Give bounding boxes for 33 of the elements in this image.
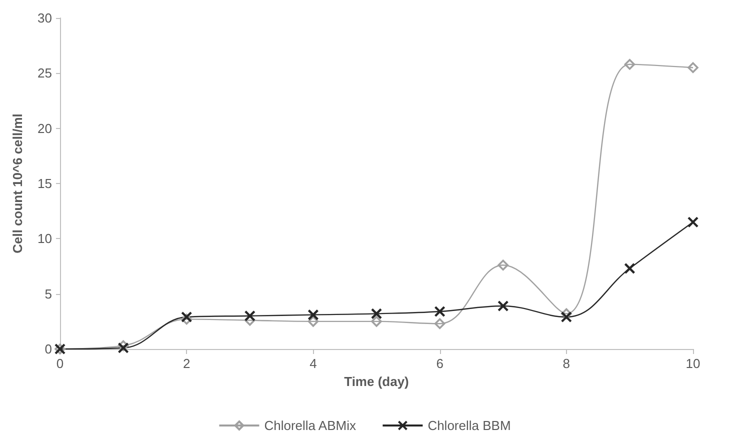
point [498, 260, 508, 271]
point [624, 262, 636, 274]
legend-label: Chlorella BBM [428, 418, 511, 433]
point [308, 316, 319, 327]
point [370, 308, 382, 320]
x-tick-label: 8 [562, 356, 570, 371]
point [434, 318, 446, 330]
y-tick-label: 10 [38, 231, 52, 246]
point [561, 308, 572, 320]
x-tick-label: 0 [56, 356, 64, 371]
x-tick-label: 2 [182, 356, 190, 371]
y-tick-label: 5 [44, 286, 52, 302]
point [688, 62, 698, 74]
y-axis-title: Cell count 10^6 cell/ml [10, 114, 25, 254]
legend-label: Chlorella ABMix [264, 418, 356, 433]
point [687, 216, 699, 228]
point [371, 316, 382, 327]
point [244, 310, 256, 322]
point [560, 311, 572, 323]
x-tick-label: 4 [310, 356, 317, 371]
point [624, 58, 636, 70]
x-axis-title: Time (day) [344, 374, 409, 389]
point [498, 300, 509, 312]
point [308, 309, 319, 320]
x-tick-label: 10 [686, 356, 700, 371]
y-tick-label: 15 [38, 176, 52, 191]
y-tick-label: 30 [38, 10, 52, 26]
y-tick-label: 20 [38, 120, 52, 136]
point [434, 306, 446, 318]
x-tick-label: 6 [436, 356, 444, 371]
y-tick-label: 0 [44, 342, 52, 356]
y-tick-label: 25 [38, 66, 52, 81]
point [181, 314, 192, 325]
